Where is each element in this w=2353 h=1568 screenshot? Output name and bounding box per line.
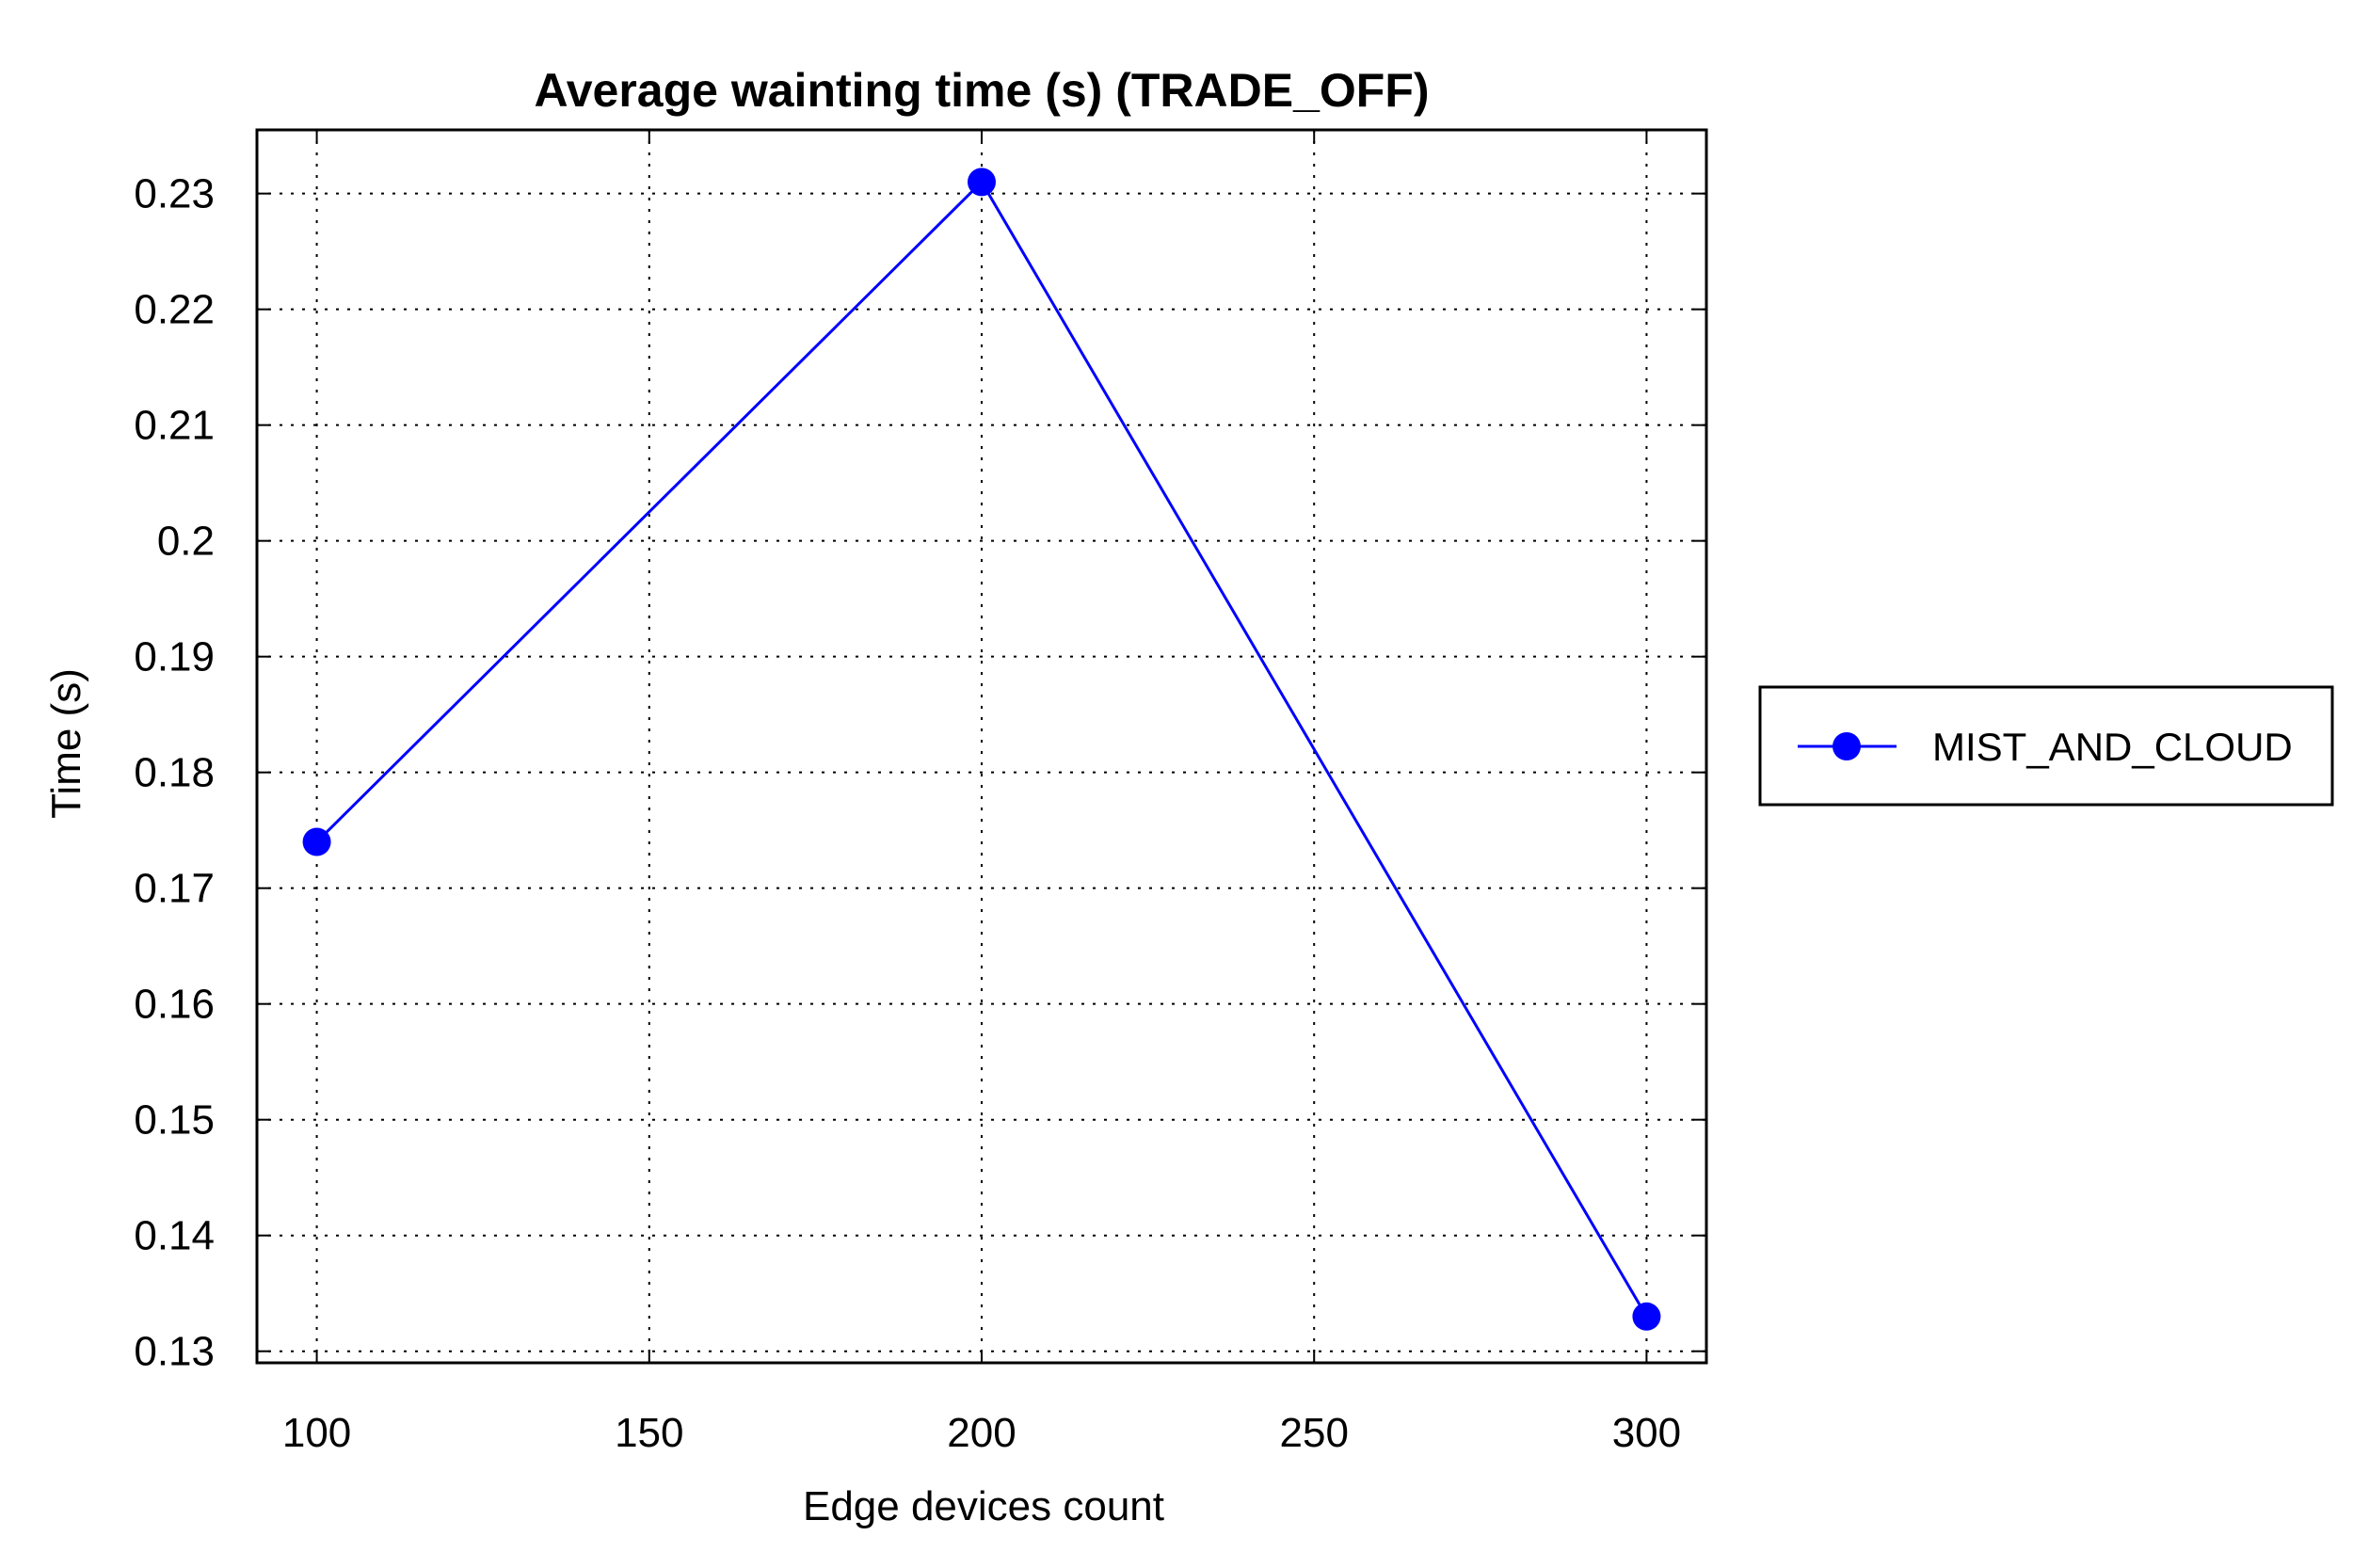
y-tick-label: 0.23 — [134, 171, 215, 217]
legend-label: MIST_AND_CLOUD — [1932, 725, 2293, 769]
y-tick-label: 0.22 — [134, 287, 215, 333]
y-tick-label: 0.21 — [134, 403, 215, 449]
y-tick-label: 0.18 — [134, 750, 215, 796]
series-line — [315, 179, 1648, 1318]
legend: MIST_AND_CLOUD — [1758, 685, 2334, 807]
x-tick-labels: 100 150 200 250 300 — [282, 1410, 1681, 1456]
y-tick-label: 0.14 — [134, 1213, 215, 1259]
y-tick-label: 0.13 — [134, 1329, 215, 1375]
x-tick-label: 100 — [282, 1410, 351, 1456]
tick-marks — [257, 130, 1706, 1363]
y-tick-label: 0.16 — [134, 982, 215, 1028]
x-tick-label: 300 — [1612, 1410, 1681, 1456]
x-tick-label: 150 — [615, 1410, 683, 1456]
legend-marker — [1833, 732, 1861, 760]
x-axis-label: Edge devices count — [803, 1483, 1164, 1529]
y-tick-label: 0.19 — [134, 634, 215, 680]
series-mist-and-cloud — [302, 168, 1661, 1331]
data-point — [1632, 1302, 1661, 1331]
data-point — [302, 827, 331, 856]
y-tick-labels: 0.13 0.14 0.15 0.16 0.17 0.18 0.19 0.2 0.21 0.22 0… — [134, 171, 215, 1375]
y-axis-label: Time (s) — [43, 668, 89, 819]
x-tick-label: 250 — [1280, 1410, 1349, 1456]
y-tick-label: 0.2 — [157, 519, 215, 565]
y-tick-label: 0.15 — [134, 1097, 215, 1144]
y-tick-label: 0.17 — [134, 866, 215, 912]
grid — [257, 130, 1706, 1363]
x-tick-label: 200 — [947, 1410, 1016, 1456]
chart-title: Average wainting time (s) (TRADE_OFF) — [534, 64, 1429, 117]
plot-frame — [255, 128, 1708, 1365]
data-point — [968, 168, 996, 197]
